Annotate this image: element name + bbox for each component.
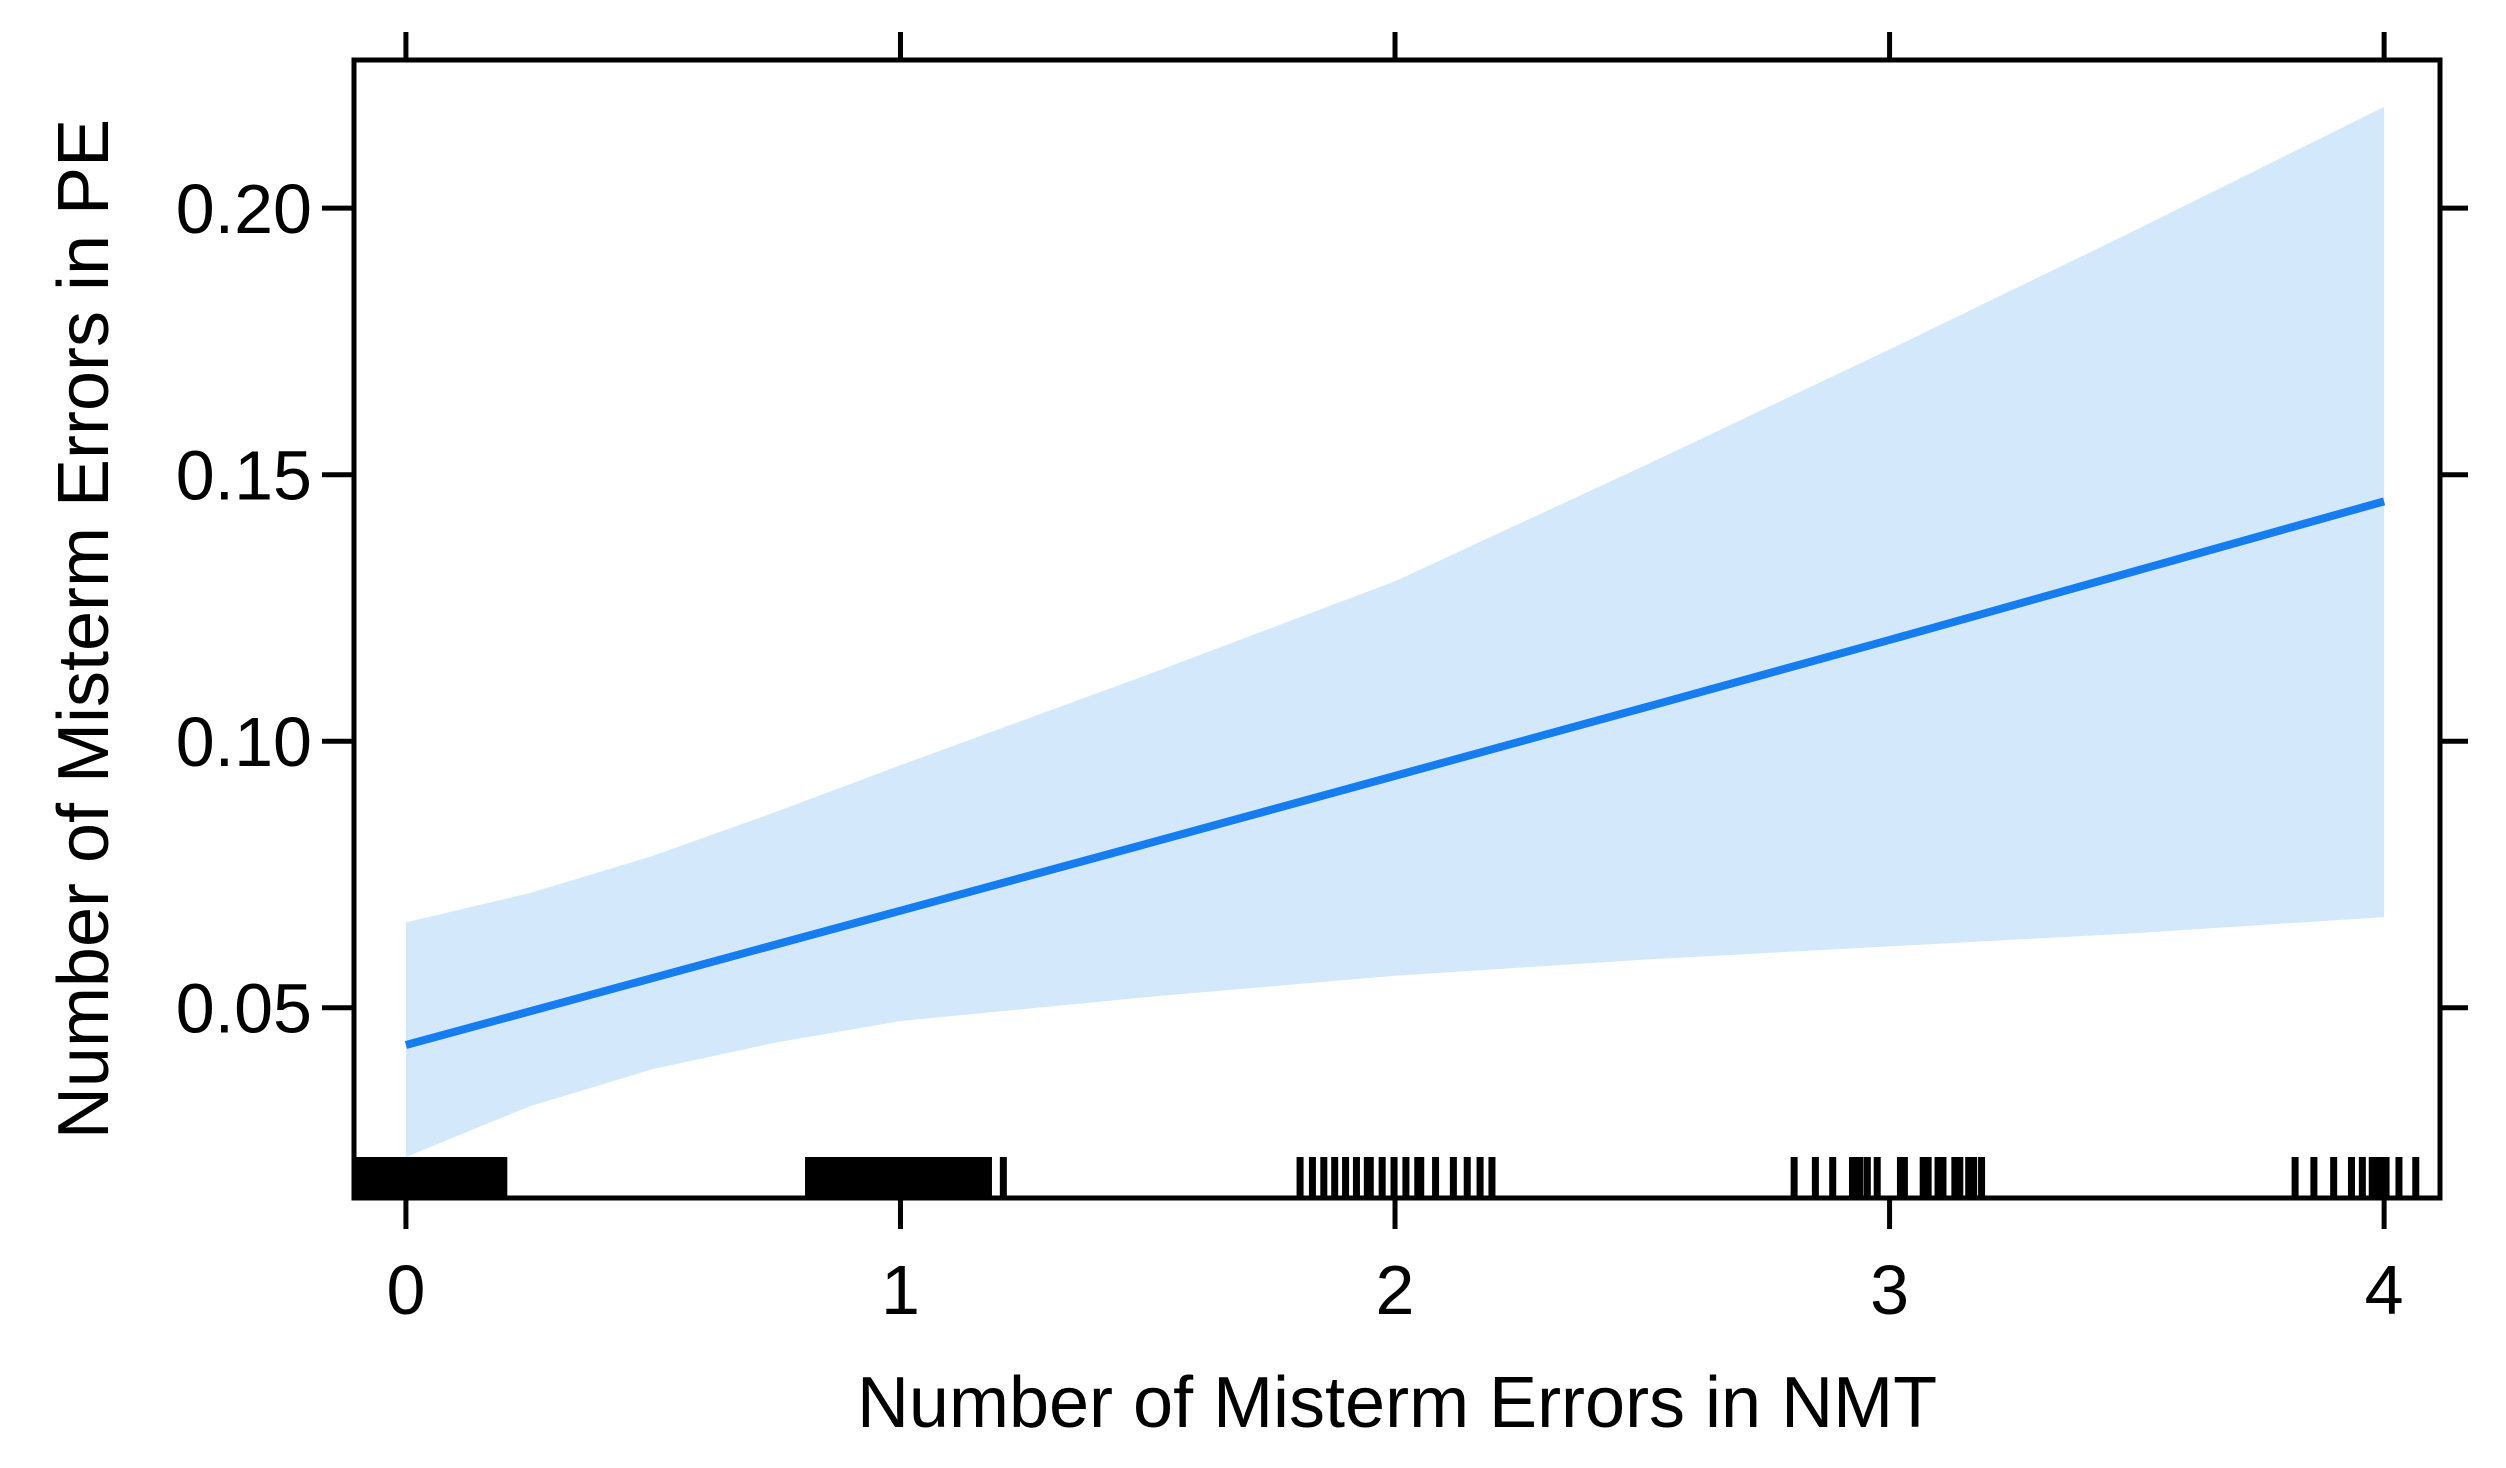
confidence-band-layer [405, 106, 2385, 1157]
rug-mark [1331, 1157, 1339, 1196]
rug-mark [999, 1157, 1007, 1196]
rug-mark [1896, 1157, 1904, 1196]
rug-mark [1790, 1157, 1798, 1196]
rug-mark [2382, 1157, 2390, 1196]
rug-mark [2347, 1157, 2355, 1196]
rug-mark [1863, 1157, 1871, 1196]
rug-mark [2358, 1157, 2366, 1196]
confidence-band [405, 106, 2385, 1157]
rug-mark [1476, 1157, 1484, 1196]
rug-mark [1342, 1157, 1350, 1196]
y-axis-title: Number of Misterm Errors in PE [44, 119, 124, 1139]
x-tick-label: 2 [1376, 1251, 1415, 1329]
x-tick-label: 1 [881, 1251, 920, 1329]
rug-mark [2310, 1157, 2318, 1196]
rug-mark [1366, 1157, 1374, 1196]
x-axis-title: Number of Misterm Errors in NMT [857, 1363, 1937, 1443]
rug-layer [354, 1157, 2420, 1196]
rug-mark [1934, 1157, 1942, 1196]
rug-mark [1970, 1157, 1978, 1196]
rug-mark [1919, 1157, 1927, 1196]
rug-mark [2330, 1157, 2338, 1196]
rug-mark [1852, 1157, 1860, 1196]
rug-mark [1924, 1157, 1932, 1196]
rug-mark [1811, 1157, 1819, 1196]
rug-mark [1965, 1157, 1973, 1196]
rug-mark [2395, 1157, 2403, 1196]
rug-mark [1417, 1157, 1425, 1196]
x-tick-label: 0 [386, 1251, 425, 1329]
rug-mark [2291, 1157, 2299, 1196]
rug-mark [1402, 1157, 1410, 1196]
rug-mark [2372, 1157, 2380, 1196]
rug-mark [1449, 1157, 1457, 1196]
tick-label-layer: 0 1 2 3 4 0.05 0.10 0.15 0.20 [176, 170, 2404, 1329]
rug-mark [1829, 1157, 1837, 1196]
rug-mark [1488, 1157, 1496, 1196]
rug-mark [1951, 1157, 1959, 1196]
rug-mark [2376, 1157, 2384, 1196]
rug-mark [1956, 1157, 1964, 1196]
rug-mark [1939, 1157, 1947, 1196]
x-tick-label: 3 [1870, 1251, 1909, 1329]
rug-mark [2412, 1157, 2420, 1196]
rug-mark [1296, 1157, 1304, 1196]
y-tick-label: 0.15 [176, 437, 312, 515]
rug-mark [1432, 1157, 1440, 1196]
rug-mark [1390, 1157, 1398, 1196]
y-tick-label: 0.10 [176, 703, 312, 781]
rug-mark [2368, 1157, 2376, 1196]
fit-line [404, 497, 2386, 1049]
x-tick-label: 4 [2365, 1251, 2404, 1329]
rug-mark [1378, 1157, 1386, 1196]
y-tick-label: 0.05 [176, 970, 312, 1048]
axes-layer [322, 32, 2468, 1229]
rug-block [805, 1157, 992, 1196]
rug-mark [1463, 1157, 1471, 1196]
fit-line-layer [404, 497, 2386, 1049]
rug-mark [1352, 1157, 1360, 1196]
rug-mark [1900, 1157, 1908, 1196]
y-tick-label: 0.20 [176, 170, 312, 248]
rug-mark [1320, 1157, 1328, 1196]
rug-mark [1856, 1157, 1864, 1196]
rug-mark [1978, 1157, 1986, 1196]
rug-mark [1308, 1157, 1316, 1196]
rug-block [354, 1157, 508, 1196]
rug-mark [1873, 1157, 1881, 1196]
